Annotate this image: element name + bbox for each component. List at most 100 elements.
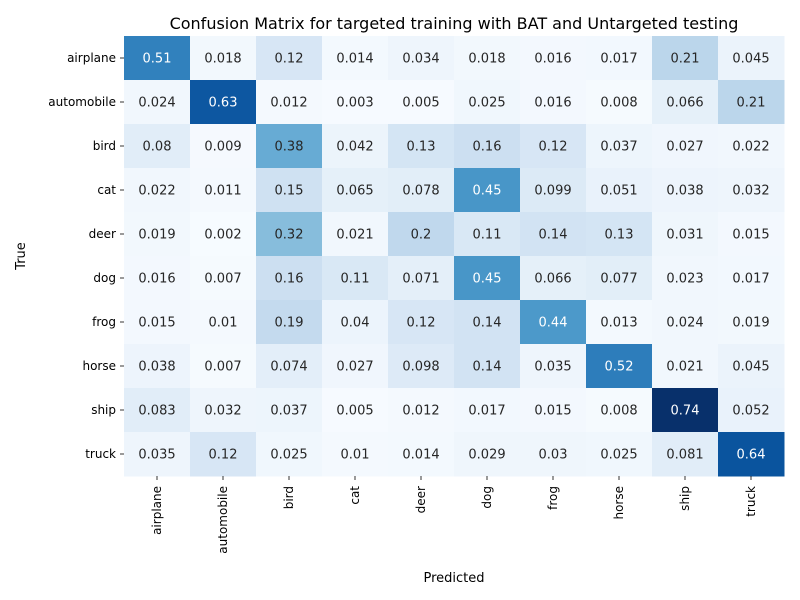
heatmap-cell: [322, 80, 389, 125]
heatmap-cell: [124, 124, 191, 169]
y-tick-label: bird: [93, 139, 116, 153]
cell-value-label: 0.027: [336, 360, 373, 375]
cell-value-label: 0.44: [539, 316, 568, 331]
cell-value-label: 0.2: [411, 228, 432, 243]
heatmap-cell: [586, 300, 653, 345]
heatmap-cell: [454, 388, 521, 433]
heatmap-cell: [190, 168, 257, 213]
heatmap-cell: [388, 80, 455, 125]
cell-value-label: 0.038: [666, 184, 703, 199]
y-tick-label: dog: [93, 271, 116, 285]
heatmap-cell: [652, 256, 719, 301]
cell-value-label: 0.024: [138, 96, 175, 111]
heatmap-cell: [652, 168, 719, 213]
heatmap-cell: [586, 388, 653, 433]
cell-value-label: 0.099: [534, 184, 571, 199]
heatmap-cell: [190, 388, 257, 433]
heatmap-cell: [520, 344, 587, 389]
cell-value-label: 0.01: [341, 448, 370, 463]
cell-value-label: 0.007: [204, 272, 241, 287]
heatmap-cell: [388, 432, 455, 477]
heatmap-cell: [454, 36, 521, 81]
cell-value-label: 0.11: [341, 272, 370, 287]
heatmap-cell: [586, 256, 653, 301]
heatmap-cell: [586, 124, 653, 169]
heatmap-cell: [124, 388, 191, 433]
cell-value-label: 0.74: [671, 404, 700, 419]
x-axis-label: Predicted: [423, 571, 484, 586]
heatmap-cell: [718, 124, 785, 169]
heatmap-cell: [652, 124, 719, 169]
x-tick-label: automobile: [216, 486, 230, 554]
cell-value-label: 0.03: [539, 448, 568, 463]
cell-value-label: 0.016: [534, 52, 571, 67]
cell-value-label: 0.002: [204, 228, 241, 243]
heatmap-cell: [124, 432, 191, 477]
cell-value-label: 0.12: [539, 140, 568, 155]
heatmap-cell: [124, 80, 191, 125]
heatmap-cell: [124, 256, 191, 301]
heatmap-cell: [256, 256, 323, 301]
x-tick-label: truck: [744, 486, 758, 517]
cell-value-label: 0.16: [473, 140, 502, 155]
heatmap-cell: [124, 168, 191, 213]
cell-value-label: 0.011: [204, 184, 241, 199]
cell-value-label: 0.14: [473, 360, 502, 375]
cell-value-label: 0.009: [204, 140, 241, 155]
x-tick-label: airplane: [150, 486, 164, 535]
heatmap-cell: [322, 344, 389, 389]
cell-value-label: 0.015: [534, 404, 571, 419]
heatmap-cell: [190, 344, 257, 389]
cell-value-label: 0.013: [600, 316, 637, 331]
heatmap-cell: [190, 256, 257, 301]
cell-value-label: 0.08: [143, 140, 172, 155]
heatmap-cell: [190, 300, 257, 345]
y-tick-label: cat: [97, 183, 116, 197]
cell-value-label: 0.083: [138, 404, 175, 419]
heatmap-cell: [256, 300, 323, 345]
heatmap-cell: [520, 212, 587, 257]
heatmap-cell: [256, 344, 323, 389]
x-tick-label: ship: [678, 486, 692, 511]
cell-value-label: 0.11: [473, 228, 502, 243]
heatmap-cell: [124, 36, 191, 81]
heatmap-cell: [190, 212, 257, 257]
cell-value-label: 0.027: [666, 140, 703, 155]
cell-value-label: 0.034: [402, 52, 439, 67]
heatmap-cell: [520, 432, 587, 477]
x-tick-label: horse: [612, 486, 626, 520]
heatmap-cell: [652, 432, 719, 477]
heatmap-cell: [652, 80, 719, 125]
cell-value-label: 0.074: [270, 360, 307, 375]
cell-value-label: 0.035: [534, 360, 571, 375]
heatmap-cell: [322, 300, 389, 345]
heatmap-cell: [454, 212, 521, 257]
cell-value-label: 0.13: [407, 140, 436, 155]
cell-value-label: 0.14: [473, 316, 502, 331]
cell-value-label: 0.022: [138, 184, 175, 199]
heatmap-cell: [256, 212, 323, 257]
heatmap-cell: [718, 388, 785, 433]
heatmap-cell: [124, 300, 191, 345]
heatmap-cell: [718, 344, 785, 389]
heatmap-cell: [520, 80, 587, 125]
cell-value-label: 0.04: [341, 316, 370, 331]
cell-value-label: 0.012: [270, 96, 307, 111]
cell-value-label: 0.21: [671, 52, 700, 67]
heatmap-cell: [586, 432, 653, 477]
cell-value-label: 0.51: [143, 52, 172, 67]
cell-value-label: 0.066: [666, 96, 703, 111]
cell-value-label: 0.017: [600, 52, 637, 67]
y-tick-label: ship: [91, 403, 116, 417]
heatmap-cell: [388, 168, 455, 213]
cell-value-label: 0.13: [605, 228, 634, 243]
heatmap-cell: [388, 300, 455, 345]
heatmap-cell: [652, 300, 719, 345]
cell-value-label: 0.029: [468, 448, 505, 463]
cell-value-label: 0.52: [605, 360, 634, 375]
x-axis-ticks: airplane automobile bird cat deer dog frog hors…: [150, 476, 758, 554]
heatmap-cell: [454, 124, 521, 169]
cell-value-label: 0.12: [275, 52, 304, 67]
heatmap-cell: [322, 36, 389, 81]
cell-value-label: 0.035: [138, 448, 175, 463]
